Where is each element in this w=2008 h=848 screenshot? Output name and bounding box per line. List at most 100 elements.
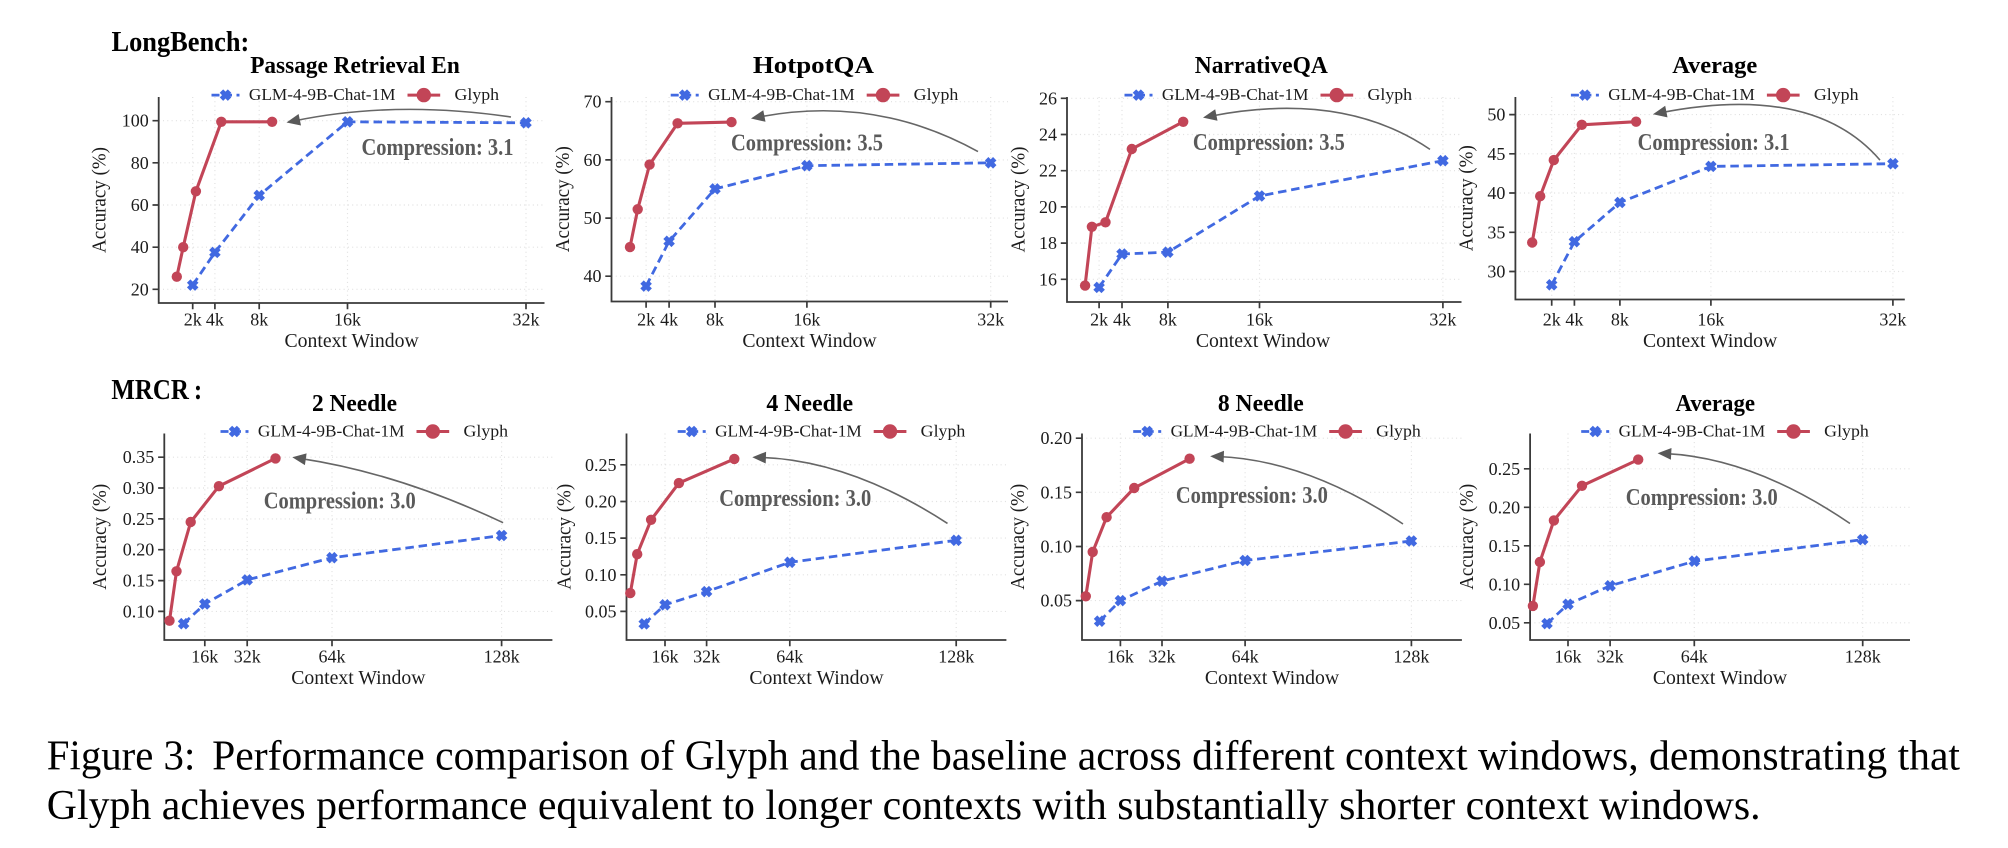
svg-text:4k: 4k	[206, 309, 224, 329]
svg-text:0.05: 0.05	[1489, 613, 1521, 633]
svg-text:Average: Average	[1672, 52, 1757, 79]
svg-text:80: 80	[131, 153, 149, 173]
svg-text:60: 60	[584, 150, 602, 170]
svg-text:Glyph: Glyph	[1368, 85, 1413, 104]
svg-text:16k: 16k	[1555, 646, 1582, 666]
svg-text:0.25: 0.25	[585, 455, 617, 475]
svg-text:16k: 16k	[1697, 309, 1724, 329]
svg-text:Context Window: Context Window	[284, 330, 418, 352]
svg-text:4 Needle: 4 Needle	[766, 390, 853, 417]
svg-text:Glyph: Glyph	[455, 85, 500, 104]
svg-text:45: 45	[1487, 144, 1505, 164]
svg-text:Context Window: Context Window	[742, 330, 876, 352]
svg-text:GLM-4-9B-Chat-1M: GLM-4-9B-Chat-1M	[708, 85, 855, 104]
svg-text:0.20: 0.20	[1489, 497, 1521, 517]
svg-text:Accuracy (%): Accuracy (%)	[89, 147, 111, 253]
svg-text:100: 100	[122, 111, 149, 131]
svg-text:0.05: 0.05	[1041, 591, 1073, 611]
svg-text:8k: 8k	[706, 309, 724, 329]
svg-text:70: 70	[584, 92, 602, 112]
svg-text:Average: Average	[1676, 390, 1756, 417]
svg-text:Context Window: Context Window	[1643, 330, 1777, 352]
svg-text:Accuracy (%): Accuracy (%)	[552, 146, 574, 252]
svg-text:8k: 8k	[1159, 309, 1177, 329]
svg-text:50: 50	[584, 208, 602, 228]
svg-text:128k: 128k	[938, 646, 974, 666]
svg-text:Compression: 3.5: Compression: 3.5	[731, 131, 883, 157]
svg-text:60: 60	[131, 195, 149, 215]
svg-text:0.20: 0.20	[585, 492, 617, 512]
svg-text:GLM-4-9B-Chat-1M: GLM-4-9B-Chat-1M	[715, 422, 862, 441]
svg-text:64k: 64k	[319, 646, 346, 666]
svg-text:Glyph: Glyph	[921, 422, 966, 441]
svg-text:26: 26	[1039, 88, 1057, 108]
svg-text:Accuracy (%): Accuracy (%)	[553, 484, 575, 590]
svg-text:32k: 32k	[513, 309, 540, 329]
svg-text:0.25: 0.25	[1489, 459, 1521, 479]
svg-text:Context Window: Context Window	[1196, 330, 1330, 352]
svg-text:16: 16	[1039, 269, 1057, 289]
svg-text:Passage Retrieval En: Passage Retrieval En	[250, 52, 460, 79]
svg-text:0.35: 0.35	[123, 447, 155, 467]
svg-text:64k: 64k	[1232, 646, 1259, 666]
svg-text:Context Window: Context Window	[1653, 667, 1787, 689]
svg-text:Glyph: Glyph	[464, 422, 509, 441]
svg-text:32k: 32k	[977, 309, 1004, 329]
svg-text:HotpotQA: HotpotQA	[753, 52, 874, 79]
svg-text:2k: 2k	[1090, 309, 1108, 329]
svg-text:4k: 4k	[1113, 309, 1131, 329]
svg-text:Compression: 3.1: Compression: 3.1	[362, 135, 514, 161]
svg-text:GLM-4-9B-Chat-1M: GLM-4-9B-Chat-1M	[258, 422, 405, 441]
svg-text:128k: 128k	[1845, 646, 1881, 666]
svg-text:Accuracy (%): Accuracy (%)	[1456, 145, 1478, 251]
svg-text:32k: 32k	[1149, 646, 1176, 666]
svg-text:Glyph achieves performance equ: Glyph achieves performance equivalent to…	[47, 782, 1761, 829]
svg-text:16k: 16k	[652, 646, 679, 666]
svg-text:30: 30	[1487, 262, 1505, 282]
svg-text:Accuracy (%): Accuracy (%)	[89, 484, 111, 590]
svg-text:32k: 32k	[1597, 646, 1624, 666]
svg-text:Glyph: Glyph	[1376, 422, 1421, 441]
svg-text:64k: 64k	[776, 646, 803, 666]
svg-text:Accuracy (%): Accuracy (%)	[1007, 484, 1029, 590]
svg-text:16k: 16k	[793, 309, 820, 329]
svg-text:40: 40	[131, 237, 149, 257]
svg-text:16k: 16k	[1246, 309, 1273, 329]
svg-text:22: 22	[1039, 161, 1057, 181]
svg-text:Compression: 3.0: Compression: 3.0	[1176, 483, 1328, 509]
svg-text:32k: 32k	[1429, 309, 1456, 329]
svg-text:GLM-4-9B-Chat-1M: GLM-4-9B-Chat-1M	[1608, 85, 1755, 104]
svg-text:0.10: 0.10	[123, 601, 155, 621]
svg-text:128k: 128k	[1393, 646, 1429, 666]
svg-text:Compression: 3.1: Compression: 3.1	[1638, 130, 1790, 156]
svg-text:0.15: 0.15	[123, 571, 155, 591]
svg-text:Context Window: Context Window	[1205, 667, 1339, 689]
svg-text:2k: 2k	[1543, 309, 1561, 329]
svg-text:0.20: 0.20	[123, 540, 155, 560]
svg-text:Compression: 3.0: Compression: 3.0	[1626, 485, 1778, 511]
svg-text:0.15: 0.15	[1041, 482, 1073, 502]
svg-text:24: 24	[1039, 125, 1057, 145]
svg-text:40: 40	[1487, 183, 1505, 203]
svg-text:18: 18	[1039, 233, 1057, 253]
svg-text:0.20: 0.20	[1041, 428, 1073, 448]
svg-text:4k: 4k	[1565, 309, 1583, 329]
svg-text:8k: 8k	[250, 309, 268, 329]
svg-text:Figure 3:Performance compariso: Figure 3: Performance comparison of Glyph…	[47, 733, 1960, 780]
svg-text:Glyph: Glyph	[1824, 422, 1869, 441]
svg-text:20: 20	[1039, 197, 1057, 217]
svg-text:35: 35	[1487, 222, 1505, 242]
svg-text:Context Window: Context Window	[291, 667, 425, 689]
svg-text:16k: 16k	[1107, 646, 1134, 666]
svg-text:Context Window: Context Window	[749, 667, 883, 689]
svg-text:4k: 4k	[660, 309, 678, 329]
svg-text:LongBench:: LongBench:	[112, 27, 250, 58]
svg-text:40: 40	[584, 266, 602, 286]
svg-text:16k: 16k	[191, 646, 218, 666]
svg-text:GLM-4-9B-Chat-1M: GLM-4-9B-Chat-1M	[249, 85, 396, 104]
svg-text:8 Needle: 8 Needle	[1218, 390, 1304, 417]
svg-text:0.25: 0.25	[123, 509, 155, 529]
svg-text:16k: 16k	[334, 309, 361, 329]
svg-text:MRCR :: MRCR :	[111, 375, 202, 406]
svg-text:Compression: 3.0: Compression: 3.0	[264, 489, 416, 515]
